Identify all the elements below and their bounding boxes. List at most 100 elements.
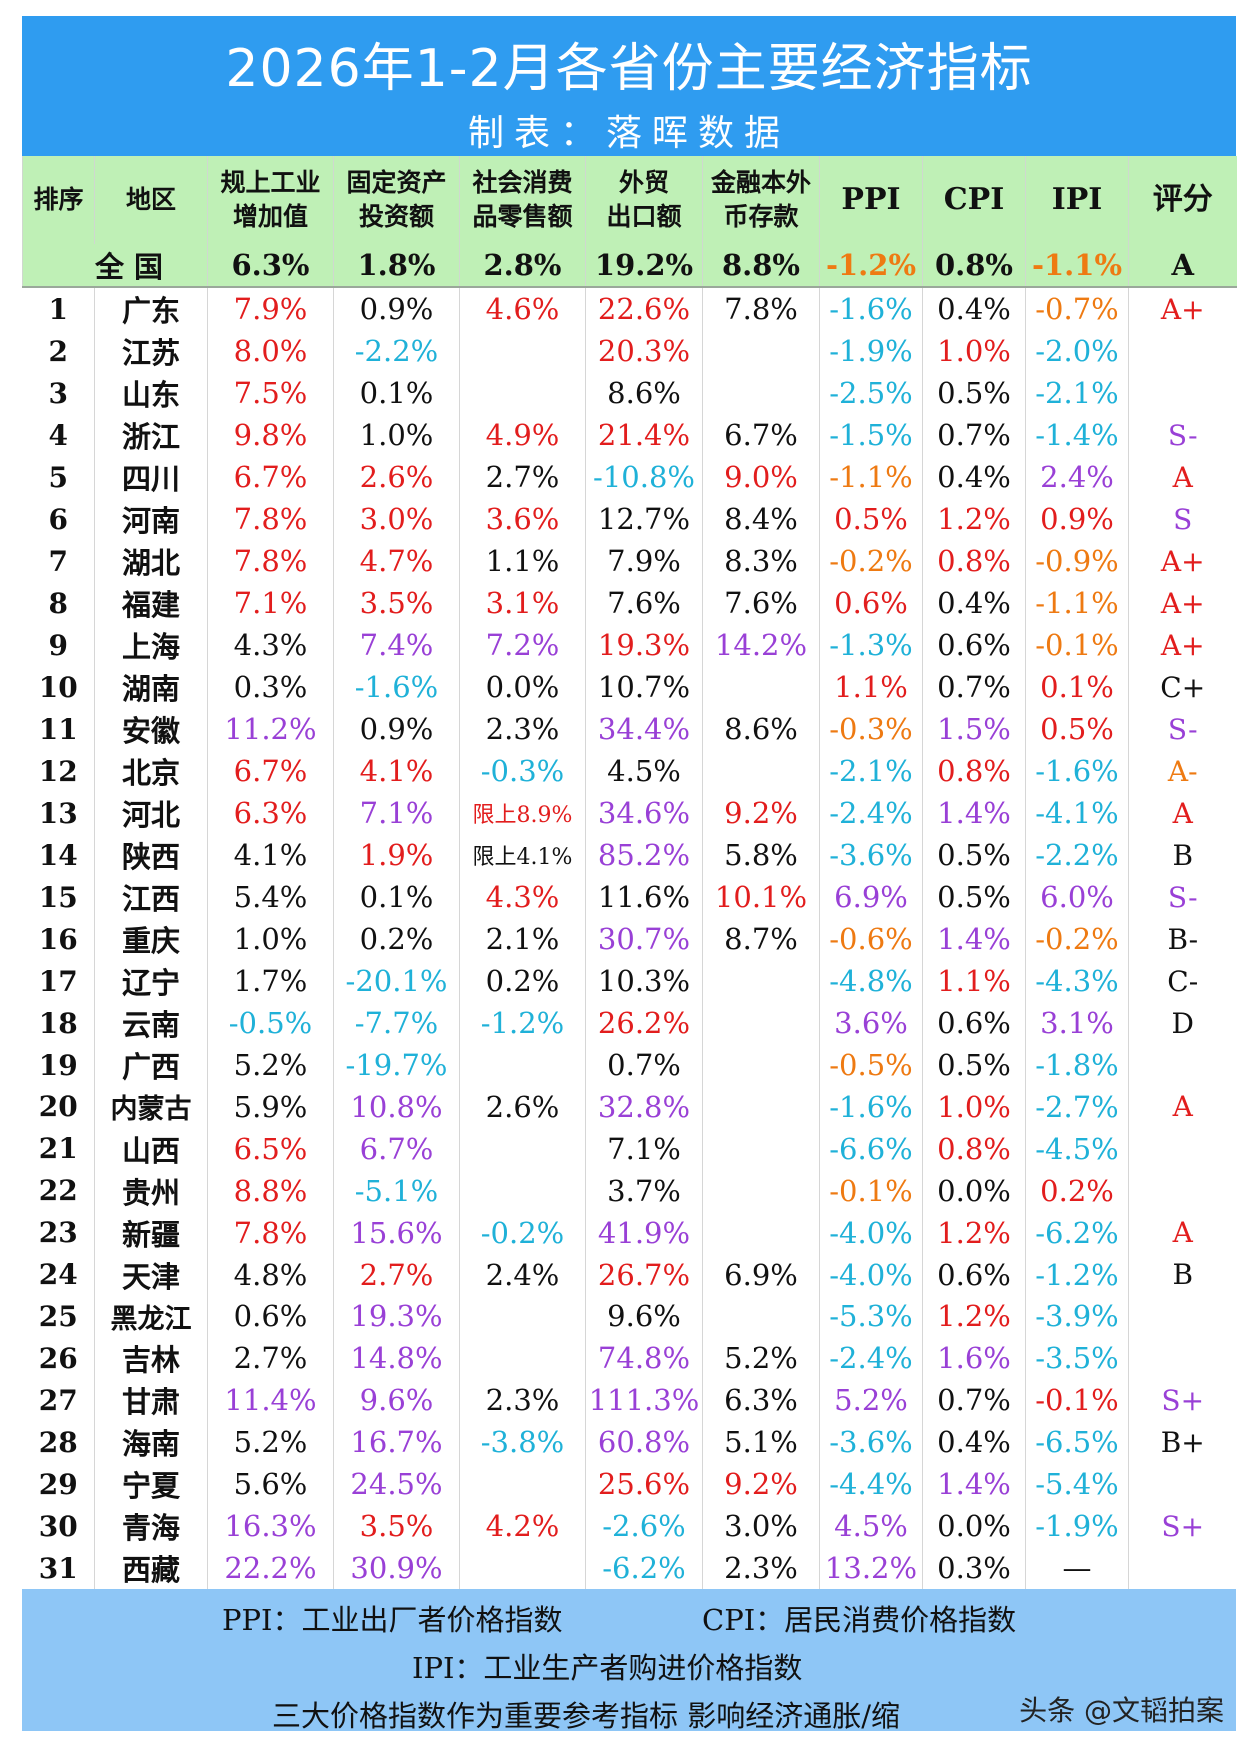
region-cell: 山东	[94, 372, 208, 414]
industry-cell: 8.8%	[207, 1169, 334, 1212]
cpi-cell: 1.2%	[922, 498, 1026, 540]
export-cell: 9.6%	[585, 1295, 703, 1337]
industry-cell: 7.1%	[207, 582, 334, 624]
export-cell: 4.5%	[585, 750, 703, 792]
export-cell: -2.6%	[585, 1505, 703, 1547]
deposit-cell: 3.0%	[702, 1505, 820, 1547]
region-cell: 福建	[94, 582, 208, 624]
industry-cell: 6.7%	[207, 456, 334, 498]
industry-cell: 7.9%	[207, 287, 334, 330]
table-body: 1 广东 7.9% 0.9% 4.6% 22.6% 7.8% -1.6% 0.4% -0.7% A+…	[23, 287, 1237, 1589]
investment-cell: 15.6%	[333, 1211, 460, 1254]
ppi-cell: -4.0%	[819, 1253, 923, 1296]
rating-cell: A	[1128, 456, 1237, 498]
region-cell: 江西	[94, 876, 208, 918]
investment-cell: 1.9%	[333, 834, 460, 876]
rating-cell: A	[1128, 1086, 1237, 1128]
investment-cell: 3.5%	[333, 582, 460, 624]
export-cell: 21.4%	[585, 414, 703, 456]
ppi-cell: -1.1%	[819, 456, 923, 498]
export-cell: 3.7%	[585, 1169, 703, 1212]
industry-cell: 6.7%	[207, 750, 334, 792]
ipi-cell: -1.8%	[1025, 1044, 1129, 1086]
cpi-cell: 0.0%	[922, 1169, 1026, 1212]
rank-cell: 14	[38, 838, 78, 872]
ipi-cell: 0.5%	[1025, 708, 1129, 750]
header-label: 增加值	[232, 202, 308, 231]
ipi-cell: -1.1%	[1025, 582, 1129, 624]
table-row: 3 山东 7.5% 0.1% 8.6% -2.5% 0.5% -2.1%	[23, 372, 1237, 414]
ppi-cell: 0.5%	[819, 498, 923, 540]
ppi-cell: -0.2%	[819, 540, 923, 582]
header-label: 排序	[33, 185, 84, 214]
export-cell: 7.1%	[585, 1127, 703, 1170]
ipi-cell: -4.1%	[1025, 792, 1129, 834]
industry-cell: 11.4%	[207, 1379, 334, 1421]
rating-cell: S-	[1128, 414, 1237, 456]
industry-cell: 11.2%	[207, 708, 334, 750]
retail-cell	[459, 1463, 586, 1505]
industry-cell: 9.8%	[207, 414, 334, 456]
ppi-cell: -4.8%	[819, 960, 923, 1002]
export-cell: 22.6%	[585, 287, 703, 330]
investment-cell: 19.3%	[333, 1295, 460, 1337]
rank-cell: 19	[38, 1048, 78, 1082]
deposit-cell	[702, 372, 820, 414]
rank-cell: 11	[38, 712, 78, 746]
region-cell: 河北	[94, 792, 208, 834]
ppi-cell: -5.3%	[819, 1295, 923, 1337]
ppi-cell: -0.3%	[819, 708, 923, 750]
deposit-cell: 8.6%	[702, 708, 820, 750]
table-row: 10 湖南 0.3% -1.6% 0.0% 10.7% 1.1% 0.7% 0.1% C+	[23, 666, 1237, 708]
header-label: 品零售额	[472, 202, 573, 231]
header-label: IPI	[1051, 182, 1103, 217]
national-row: 全国 6.3% 1.8% 2.8% 19.2% 8.8% -1.2% 0.8% -1.1% A	[22, 244, 1237, 288]
header-label: 外贸	[618, 168, 669, 197]
region-cell: 陕西	[94, 834, 208, 876]
ipi-cell: -0.9%	[1025, 540, 1129, 582]
investment-cell: 16.7%	[333, 1421, 460, 1463]
table-row: 23 新疆 7.8% 15.6% -0.2% 41.9% -4.0% 1.2% -6.2% A	[23, 1211, 1237, 1254]
retail-cell	[459, 330, 586, 372]
ipi-cell: 2.4%	[1025, 456, 1129, 498]
title-banner: 2026年1-2月各省份主要经济指标 制表：落晖数据	[22, 16, 1236, 156]
export-cell: 11.6%	[585, 876, 703, 918]
retail-cell	[459, 1295, 586, 1337]
export-cell: 12.7%	[585, 498, 703, 540]
indicator-table: 排序 地区 规上工业 增加值 固定资产 投资额 社会消费 品零售额 外贸 出口额 金融本外 币存款 PP…	[22, 156, 1237, 1589]
investment-cell: 24.5%	[333, 1463, 460, 1505]
retail-cell: 2.3%	[459, 708, 586, 750]
deposit-cell: 9.2%	[702, 792, 820, 834]
ppi-cell: -0.6%	[819, 918, 923, 960]
header-cell: 评分	[1128, 156, 1237, 244]
rank-cell: 7	[48, 544, 68, 578]
ppi-cell: -2.4%	[819, 1337, 923, 1379]
ipi-cell: -0.7%	[1025, 287, 1129, 330]
cpi-cell: 0.5%	[922, 876, 1026, 918]
table-row: 8 福建 7.1% 3.5% 3.1% 7.6% 7.6% 0.6% 0.4% -1.1% A+	[23, 582, 1237, 624]
ppi-cell: 3.6%	[819, 1002, 923, 1044]
rank-cell: 17	[38, 964, 78, 998]
region-cell: 北京	[94, 750, 208, 792]
industry-cell: 6.5%	[207, 1127, 334, 1170]
cpi-cell: 0.6%	[922, 1002, 1026, 1044]
ppi-cell: 1.1%	[819, 666, 923, 708]
export-cell: -6.2%	[585, 1547, 703, 1589]
cpi-cell: 1.1%	[922, 960, 1026, 1002]
table-row: 11 安徽 11.2% 0.9% 2.3% 34.4% 8.6% -0.3% 1.5% 0.5% S…	[23, 708, 1237, 750]
investment-cell: 0.2%	[333, 918, 460, 960]
region-cell: 广西	[94, 1044, 208, 1086]
export-cell: 34.6%	[585, 792, 703, 834]
ipi-cell: -6.5%	[1025, 1421, 1129, 1463]
investment-cell: 30.9%	[333, 1547, 460, 1589]
deposit-cell: 2.3%	[702, 1547, 820, 1589]
retail-cell: -0.3%	[459, 750, 586, 792]
cpi-cell: 0.4%	[922, 456, 1026, 498]
cpi-cell: 0.7%	[922, 414, 1026, 456]
retail-cell	[459, 1127, 586, 1170]
rank-cell: 13	[38, 796, 78, 830]
investment-cell: 7.4%	[333, 624, 460, 666]
investment-cell: 0.1%	[333, 372, 460, 414]
footer-notes: PPI：工业出厂者价格指数 CPI：居民消费价格指数 IPI：工业生产者购进价格…	[22, 1589, 1236, 1733]
ppi-cell: -1.3%	[819, 624, 923, 666]
